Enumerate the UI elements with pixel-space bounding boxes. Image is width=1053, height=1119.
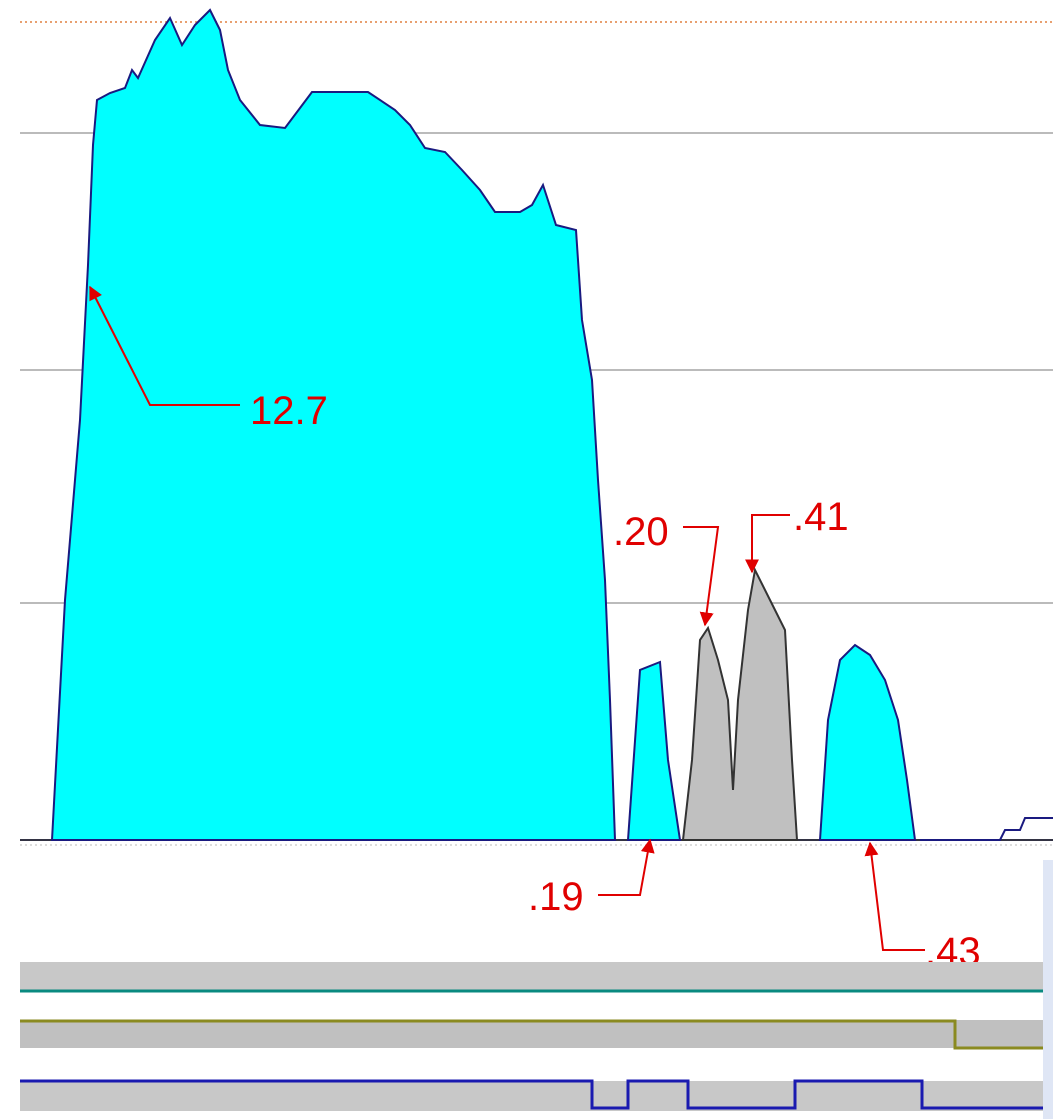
arrow [683, 526, 720, 627]
arrow [745, 514, 790, 574]
annotation-label: .20 [613, 510, 669, 554]
track [20, 962, 1043, 990]
track [20, 1081, 1043, 1111]
annotation-label: .41 [793, 495, 849, 539]
track [20, 1020, 1043, 1048]
peak [50, 8, 617, 841]
annotation-label: .19 [528, 875, 584, 919]
peak [818, 643, 917, 841]
track-line [20, 1079, 1043, 1110]
annotation-label: 12.7 [250, 389, 328, 433]
peak [626, 660, 682, 841]
side-panel [1043, 860, 1053, 1119]
arrow [89, 285, 240, 406]
arrow [598, 838, 655, 896]
track-line [20, 1019, 1043, 1050]
annotation-arrows [89, 285, 925, 951]
arrow [864, 841, 925, 951]
trace [920, 817, 1053, 841]
peak [681, 566, 799, 841]
